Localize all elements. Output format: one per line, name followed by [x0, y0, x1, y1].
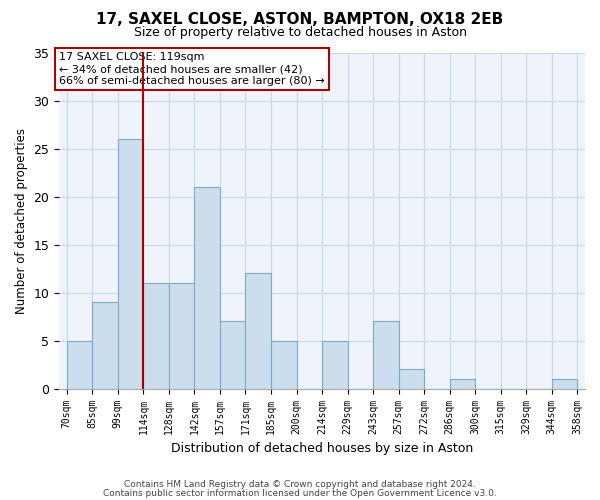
Text: 17 SAXEL CLOSE: 119sqm
← 34% of detached houses are smaller (42)
66% of semi-det: 17 SAXEL CLOSE: 119sqm ← 34% of detached… — [59, 52, 325, 86]
Bar — [67, 340, 92, 388]
Bar — [220, 322, 245, 388]
Y-axis label: Number of detached properties: Number of detached properties — [15, 128, 28, 314]
Bar — [92, 302, 118, 388]
X-axis label: Distribution of detached houses by size in Aston: Distribution of detached houses by size … — [171, 442, 473, 455]
Bar — [373, 322, 398, 388]
Bar — [194, 187, 220, 388]
Bar — [450, 379, 475, 388]
Text: Size of property relative to detached houses in Aston: Size of property relative to detached ho… — [133, 26, 467, 39]
Bar — [552, 379, 577, 388]
Bar — [169, 283, 194, 389]
Bar — [143, 283, 169, 389]
Bar — [398, 370, 424, 388]
Text: Contains HM Land Registry data © Crown copyright and database right 2024.: Contains HM Land Registry data © Crown c… — [124, 480, 476, 489]
Bar — [322, 340, 347, 388]
Bar — [245, 274, 271, 388]
Bar — [271, 340, 296, 388]
Bar — [118, 139, 143, 388]
Text: Contains public sector information licensed under the Open Government Licence v3: Contains public sector information licen… — [103, 488, 497, 498]
Text: 17, SAXEL CLOSE, ASTON, BAMPTON, OX18 2EB: 17, SAXEL CLOSE, ASTON, BAMPTON, OX18 2E… — [97, 12, 503, 28]
